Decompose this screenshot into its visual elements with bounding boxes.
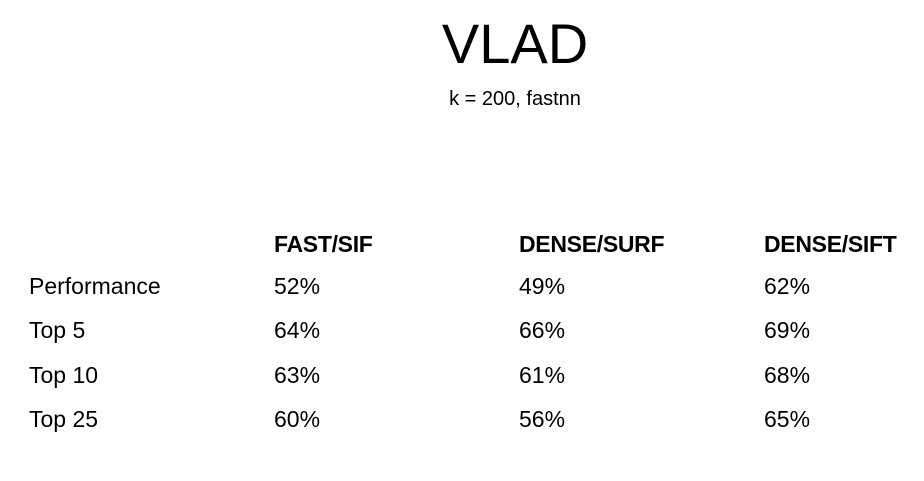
row-label: Top 10 — [29, 361, 99, 388]
table-header-row: FAST/SIF DENSE/SURF DENSE/SIFT — [29, 224, 904, 264]
slide-title: VLAD — [441, 12, 589, 75]
table-row: Performance 52% 49% 62% — [29, 264, 904, 309]
header-cell-dense-sift: DENSE/SIFT — [764, 230, 897, 257]
header-cell-dense-surf: DENSE/SURF — [519, 230, 665, 257]
table-cell: 56% — [519, 406, 566, 433]
table-cell: 68% — [764, 361, 811, 388]
row-label: Performance — [29, 272, 161, 299]
table-cell: 64% — [274, 317, 321, 344]
table-cell: 60% — [274, 406, 321, 433]
table-cell: 69% — [764, 317, 811, 344]
table-cell: 49% — [519, 272, 566, 299]
slide-subtitle: k = 200, fastnn — [449, 88, 581, 110]
table-cell: 63% — [274, 361, 321, 388]
table-cell: 52% — [274, 272, 321, 299]
header-cell-fast-sif: FAST/SIF — [274, 230, 373, 257]
table-cell: 61% — [519, 361, 566, 388]
row-label: Top 25 — [29, 406, 99, 433]
table-row: Top 25 60% 56% 65% — [29, 398, 904, 443]
header-cell-label — [29, 224, 274, 264]
table-row: Top 5 64% 66% 69% — [29, 309, 904, 354]
row-label: Top 5 — [29, 317, 86, 344]
table-cell: 62% — [764, 272, 811, 299]
table-cell: 65% — [764, 406, 811, 433]
results-table: FAST/SIF DENSE/SURF DENSE/SIFT Performan… — [29, 224, 904, 442]
table-row: Top 10 63% 61% 68% — [29, 353, 904, 398]
table-cell: 66% — [519, 317, 566, 344]
